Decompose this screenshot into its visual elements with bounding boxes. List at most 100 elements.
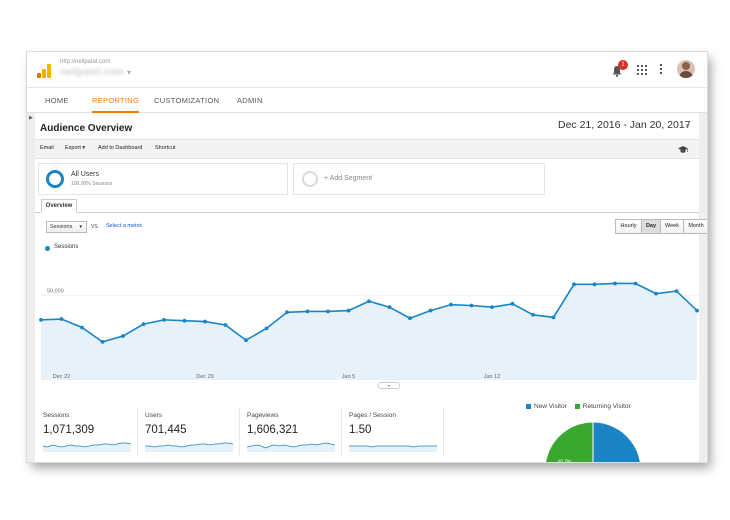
pie-legend-item[interactable]: Returning Visitor — [574, 403, 631, 410]
metric-card-pageviews[interactable]: Pageviews 1,606,321 — [244, 408, 342, 456]
granularity-week-button[interactable]: Week — [660, 219, 684, 234]
data-point[interactable] — [449, 302, 453, 307]
vs-label: VS. — [91, 224, 100, 230]
metric-value: 1,071,309 — [43, 424, 95, 436]
chevron-down-icon[interactable]: ▾ — [686, 123, 690, 130]
metric-sparkline — [247, 442, 335, 452]
avatar[interactable] — [677, 60, 695, 78]
more-vert-icon[interactable] — [660, 64, 663, 76]
data-point[interactable] — [100, 340, 105, 344]
data-point[interactable] — [141, 322, 146, 327]
data-point[interactable] — [428, 308, 433, 313]
data-point[interactable] — [244, 338, 248, 343]
pie-legend: New Visitor Returning Visitor — [526, 403, 639, 410]
data-point[interactable] — [203, 319, 207, 324]
data-point[interactable] — [408, 316, 412, 321]
tab-reporting[interactable]: REPORTING — [92, 88, 140, 113]
granularity-month-button[interactable]: Month — [683, 219, 707, 234]
data-point[interactable] — [654, 291, 658, 296]
collapse-sidebar-icon[interactable]: ▶ — [29, 115, 33, 121]
metric-select[interactable]: Sessions ▼ — [46, 221, 87, 233]
export-button[interactable]: Export ▾ — [65, 145, 86, 151]
series-legend-label[interactable]: Sessions — [54, 244, 79, 250]
segment-share: 100.00% Sessions — [71, 181, 113, 187]
email-button[interactable]: Email — [40, 145, 54, 151]
metric-sparkline — [145, 442, 233, 452]
visitor-pie-chart: 59.3%40.7% — [545, 421, 641, 462]
browser-frame: http://neilpatel.com neilpatel.com ▾ 1 H… — [27, 52, 707, 462]
main-nav: HOME REPORTING CUSTOMIZATION ADMIN — [27, 87, 707, 113]
legend-label: New Visitor — [534, 403, 567, 410]
date-range-picker[interactable]: Dec 21, 2016 - Jan 20, 2017 — [558, 119, 691, 131]
tab-customization[interactable]: CUSTOMIZATION — [154, 96, 220, 105]
granularity-hourly-button[interactable]: Hourly — [615, 219, 642, 234]
granularity-day-button[interactable]: Day — [641, 219, 661, 234]
x-tick-label: Jan 12 — [484, 374, 501, 380]
x-tick-label: Jan 5 — [342, 374, 355, 380]
data-point[interactable] — [674, 289, 679, 293]
data-point[interactable] — [59, 317, 64, 321]
y-tick-label: 50,000 — [47, 288, 64, 294]
analytics-logo-icon[interactable] — [37, 64, 51, 78]
data-point[interactable] — [613, 281, 617, 286]
add-segment-button[interactable]: + Add Segment — [293, 163, 545, 195]
select-metric-link[interactable]: Select a metric — [106, 223, 143, 229]
metric-value: 1.50 — [349, 424, 372, 436]
segment-all-users[interactable]: All Users 100.00% Sessions — [38, 163, 288, 195]
data-point[interactable] — [367, 299, 371, 304]
data-point[interactable] — [531, 312, 535, 317]
report-content: Audience Overview Dec 21, 2016 - Jan 20,… — [35, 113, 707, 462]
pie-legend-item[interactable]: New Visitor — [526, 403, 567, 410]
data-point[interactable] — [695, 308, 699, 313]
x-tick-label: Dec 29 — [196, 374, 213, 380]
top-header: http://neilpatel.com neilpatel.com ▾ 1 — [27, 52, 707, 87]
segment-placeholder-icon — [302, 171, 318, 187]
data-point[interactable] — [121, 334, 125, 338]
page-title: Audience Overview — [40, 123, 133, 134]
tab-home[interactable]: HOME — [45, 96, 69, 105]
tab-overview[interactable]: Overview — [41, 199, 77, 213]
data-point[interactable] — [285, 310, 289, 315]
data-point[interactable] — [326, 309, 330, 314]
data-point[interactable] — [469, 303, 474, 308]
data-point[interactable] — [305, 309, 310, 314]
segment-circle-icon — [46, 170, 64, 188]
chart-resize-handle[interactable]: ▾ — [378, 382, 400, 389]
data-point[interactable] — [182, 318, 187, 323]
data-point[interactable] — [490, 305, 494, 310]
metric-card-pages-session[interactable]: Pages / Session 1.50 — [346, 408, 444, 456]
x-tick-label: Dec 22 — [53, 374, 70, 380]
graduation-cap-icon[interactable] — [678, 145, 688, 154]
shortcut-button[interactable]: Shortcut — [155, 145, 176, 151]
data-point[interactable] — [387, 305, 392, 310]
data-point[interactable] — [162, 317, 166, 322]
series-legend-dot — [45, 246, 50, 251]
data-point[interactable] — [510, 301, 515, 306]
metric-sparkline — [349, 445, 437, 452]
data-point[interactable] — [264, 326, 269, 331]
metric-card-users[interactable]: Users 701,445 — [142, 408, 240, 456]
notification-badge: 1 — [618, 60, 628, 70]
add-to-dashboard-button[interactable]: Add to Dashboard — [98, 145, 143, 151]
data-point[interactable] — [223, 323, 228, 327]
pie-slice-returning-visitor[interactable] — [545, 421, 594, 462]
report-toolbar: Email Export ▾ Add to Dashboard Shortcut — [35, 139, 699, 159]
data-point[interactable] — [39, 317, 43, 322]
metric-value: 1,606,321 — [247, 424, 299, 436]
account-selector[interactable]: neilpatel.com — [60, 67, 125, 78]
metric-value: 701,445 — [145, 424, 187, 436]
metric-card-sessions[interactable]: Sessions 1,071,309 — [40, 408, 138, 456]
metric-sparkline — [43, 442, 131, 452]
data-point[interactable] — [80, 325, 84, 330]
apps-grid-icon[interactable] — [637, 65, 647, 75]
metric-label: Users — [145, 412, 162, 419]
data-point[interactable] — [572, 282, 576, 287]
data-point[interactable] — [346, 308, 351, 313]
data-point[interactable] — [633, 281, 638, 286]
pie-slice-new-visitor[interactable] — [567, 421, 641, 462]
data-point[interactable] — [551, 315, 556, 320]
pie-slice-label: 40.7% — [557, 459, 572, 462]
data-point[interactable] — [592, 282, 597, 287]
chevron-down-icon[interactable]: ▾ — [127, 68, 132, 77]
tab-admin[interactable]: ADMIN — [237, 96, 263, 105]
